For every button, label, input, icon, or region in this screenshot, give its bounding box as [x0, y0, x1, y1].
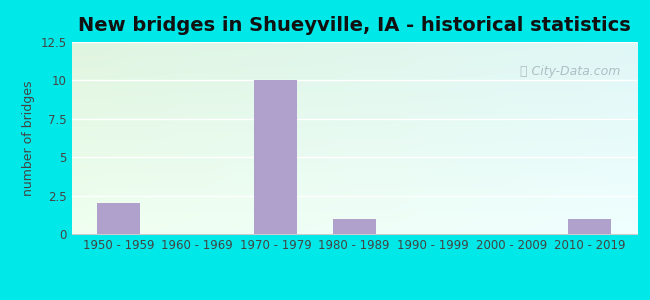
Bar — [568, 219, 612, 234]
Title: New bridges in Shueyville, IA - historical statistics: New bridges in Shueyville, IA - historic… — [78, 16, 630, 35]
Bar — [333, 219, 376, 234]
Bar — [97, 203, 140, 234]
Y-axis label: number of bridges: number of bridges — [22, 80, 35, 196]
Bar — [254, 80, 297, 234]
Text: ⓘ City-Data.com: ⓘ City-Data.com — [519, 65, 620, 78]
